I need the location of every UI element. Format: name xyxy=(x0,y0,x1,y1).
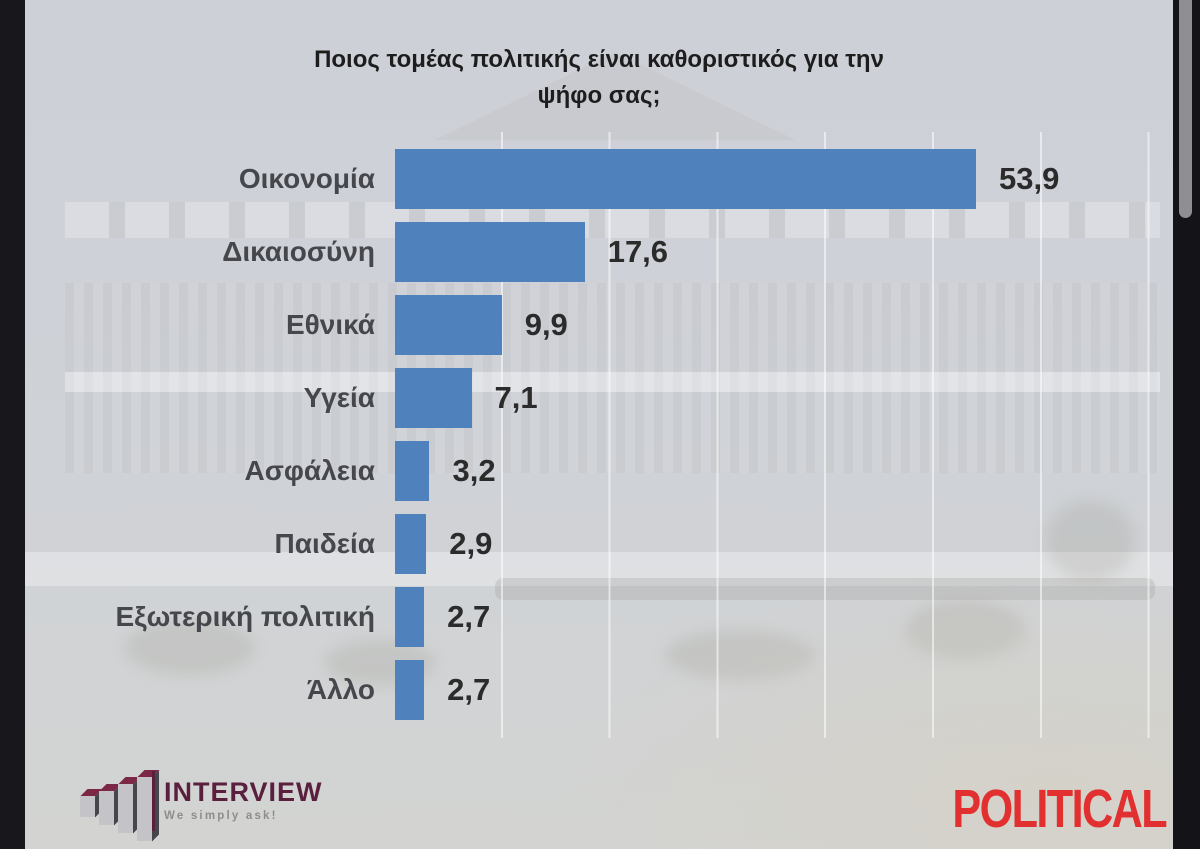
chart-title-line1: Ποιος τομέας πολιτικής είναι καθοριστικό… xyxy=(314,46,884,73)
poll-slide: Ποιος τομέας πολιτικής είναι καθοριστικό… xyxy=(25,0,1173,849)
category-label: Άλλο xyxy=(306,673,375,705)
value-label: 2,9 xyxy=(449,525,493,561)
bar xyxy=(395,294,502,355)
value-label: 17,6 xyxy=(607,233,669,269)
bar xyxy=(395,586,425,647)
interview-logo-name: INTERVIEW xyxy=(164,777,323,807)
category-label: Παιδεία xyxy=(274,527,375,559)
interview-logo-tagline: We simply ask! xyxy=(164,810,278,822)
scrollbar-track[interactable] xyxy=(1173,0,1200,849)
interview-logo-bar-icon xyxy=(99,791,114,825)
interview-logo: INTERVIEW We simply ask! xyxy=(80,763,360,843)
interview-logo-text: INTERVIEW We simply ask! xyxy=(164,777,323,823)
bar xyxy=(395,148,976,209)
scrollbar-thumb[interactable] xyxy=(1179,0,1192,218)
interview-logo-bar-icon xyxy=(118,784,133,833)
chart-title: Ποιος τομέας πολιτικής είναι καθοριστικό… xyxy=(139,42,1059,114)
category-label: Υγεία xyxy=(303,381,375,413)
interview-logo-bar-icon xyxy=(80,796,95,817)
bar-row: Ασφάλεια 3,2 xyxy=(25,434,1173,507)
bar-rows: Οικονομία 53,9 Δικαιοσύνη 17,6 Εθνικά 9,9 Υγεί… xyxy=(25,142,1173,726)
bar xyxy=(395,440,430,501)
bar-row: Άλλο 2,7 xyxy=(25,653,1173,726)
bar-row: Εξωτερική πολιτική 2,7 xyxy=(25,580,1173,653)
bar xyxy=(395,513,427,574)
bar xyxy=(395,367,472,428)
category-label: Δικαιοσύνη xyxy=(222,235,375,267)
bar-row: Δικαιοσύνη 17,6 xyxy=(25,215,1173,288)
bar-row: Παιδεία 2,9 xyxy=(25,507,1173,580)
value-label: 2,7 xyxy=(447,671,491,707)
category-label: Ασφάλεια xyxy=(244,454,375,486)
value-label: 2,7 xyxy=(447,598,491,634)
category-label: Εθνικά xyxy=(285,308,375,340)
bar-row: Εθνικά 9,9 xyxy=(25,288,1173,361)
window-left-edge xyxy=(0,0,25,849)
interview-logo-divider xyxy=(152,771,155,831)
value-label: 3,2 xyxy=(452,452,496,488)
interview-logo-bar-icon xyxy=(137,777,152,841)
category-label: Οικονομία xyxy=(238,162,375,194)
value-label: 9,9 xyxy=(524,306,568,342)
bar-row: Οικονομία 53,9 xyxy=(25,142,1173,215)
bar xyxy=(395,659,425,720)
category-label: Εξωτερική πολιτική xyxy=(115,600,375,632)
value-label: 7,1 xyxy=(494,379,538,415)
chart-title-line2: ψήφο σας; xyxy=(537,82,661,109)
value-label: 53,9 xyxy=(999,160,1060,196)
bar xyxy=(395,221,585,282)
bar-row: Υγεία 7,1 xyxy=(25,361,1173,434)
political-logo: POLITICAL xyxy=(952,779,1167,839)
